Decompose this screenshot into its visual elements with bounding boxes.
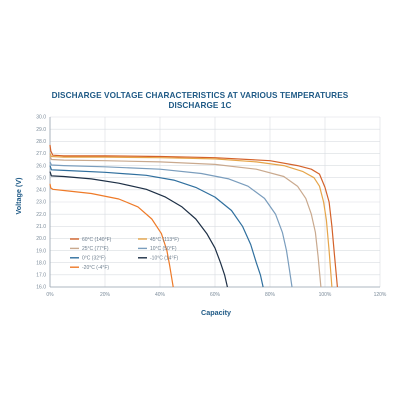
chart-subtitle: DISCHARGE 1C xyxy=(168,101,232,110)
series-line xyxy=(49,155,322,288)
legend-label: 10°C (50°F) xyxy=(150,246,177,252)
y-tick-label: 28.0 xyxy=(36,139,46,145)
y-tick-label: 18.0 xyxy=(36,260,46,266)
chart-title: DISCHARGE VOLTAGE CHARACTERISTICS AT VAR… xyxy=(51,91,349,100)
legend-label: 45°C (113°F) xyxy=(150,237,179,243)
y-tick-label: 23.0 xyxy=(36,200,46,206)
grid xyxy=(49,116,381,288)
series-lines xyxy=(49,144,338,288)
y-tick-label: 27.0 xyxy=(36,151,46,157)
y-tick-label: 17.0 xyxy=(36,273,46,279)
legend-label: -20°C (-4°F) xyxy=(82,265,109,271)
x-tick-label: 20% xyxy=(100,292,111,298)
x-tick-label: 100% xyxy=(319,292,332,298)
y-tick-label: 19.0 xyxy=(36,248,46,254)
x-tick-label: 0% xyxy=(46,292,54,298)
y-tick-label: 25.0 xyxy=(36,175,46,181)
series-line xyxy=(49,165,264,288)
legend-label: 0°C (32°F) xyxy=(82,256,106,262)
y-tick-label: 24.0 xyxy=(36,188,46,194)
tick-labels: 30.0 29.0 28.0 27.0 26.0 25.0 24.0 23.0 22.0 21.0… xyxy=(36,115,387,298)
series-line xyxy=(49,183,174,288)
y-axis-label: Voltage (V) xyxy=(14,177,23,215)
y-tick-label: 30.0 xyxy=(36,115,46,121)
series-line xyxy=(49,153,333,288)
series-line xyxy=(49,171,228,288)
legend-label: -10°C (14°F) xyxy=(150,256,179,262)
series-line xyxy=(49,144,338,288)
series-line xyxy=(49,161,293,288)
y-tick-label: 29.0 xyxy=(36,127,46,133)
y-tick-label: 16.0 xyxy=(36,285,46,291)
x-tick-label: 40% xyxy=(155,292,166,298)
x-tick-label: 80% xyxy=(265,292,276,298)
x-tick-label: 120% xyxy=(374,292,387,298)
legend-label: 60°C (140°F) xyxy=(82,237,112,243)
legend-label: 25°C (77°F) xyxy=(82,246,109,252)
y-tick-label: 26.0 xyxy=(36,163,46,169)
y-tick-label: 20.0 xyxy=(36,236,46,242)
x-tick-label: 60% xyxy=(210,292,221,298)
legend: 60°C (140°F) 45°C (113°F) 25°C (77°F) 10°C … xyxy=(70,237,179,271)
y-tick-label: 22.0 xyxy=(36,212,46,218)
x-axis-label: Capacity xyxy=(201,308,231,317)
y-tick-label: 21.0 xyxy=(36,224,46,230)
